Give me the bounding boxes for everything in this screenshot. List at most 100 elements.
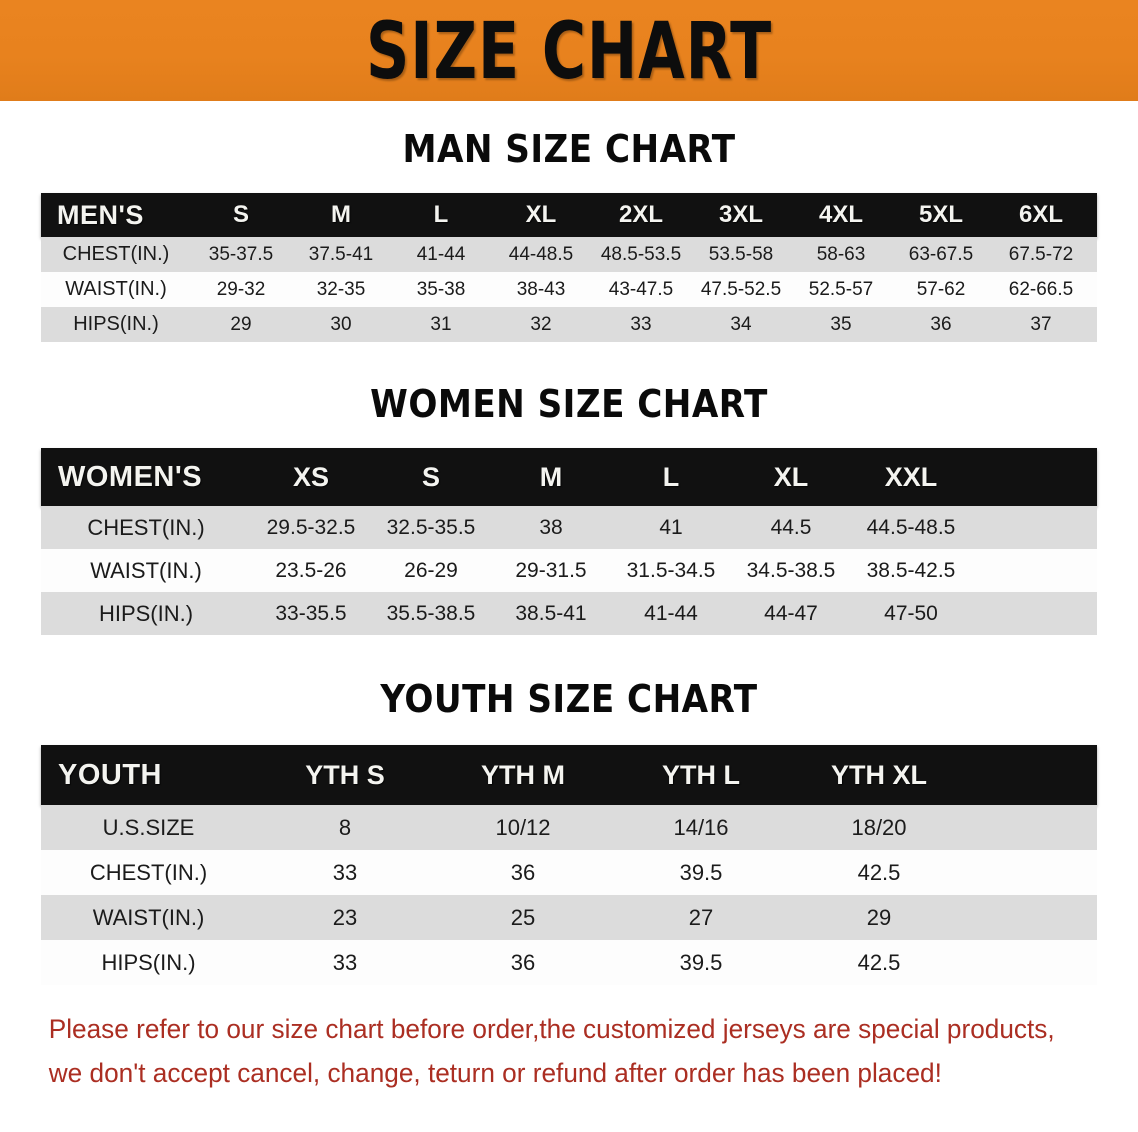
table-cell: 27 (612, 895, 790, 940)
table-cell: 44.5 (731, 506, 851, 549)
table-cell: 34.5-38.5 (731, 549, 851, 592)
man-header-row: MEN'S S M L XL 2XL 3XL 4XL 5XL 6XL (41, 193, 1097, 237)
man-size-header-3xl: 3XL (718, 201, 763, 228)
man-corner-label: MEN'S (57, 199, 144, 230)
table-row: CHEST(IN.) 35-37.5 37.5-41 41-44 44-48.5 48.5… (41, 237, 1097, 272)
table-row: CHEST(IN.) 33 36 39.5 42.5 (41, 850, 1097, 895)
table-cell: 29.5-32.5 (251, 506, 371, 549)
table-cell: 26-29 (371, 549, 491, 592)
youth-size-header-yth-l: YTH L (662, 759, 740, 790)
table-cell-spacer (1091, 307, 1097, 342)
table-cell: 37 (991, 307, 1091, 342)
table-cell: 29-31.5 (491, 549, 611, 592)
table-cell: 10/12 (434, 805, 612, 850)
table-cell: 67.5-72 (991, 237, 1091, 272)
women-header-row: WOMEN'S XS S M L XL XXL (41, 448, 1097, 506)
table-cell: 30 (291, 307, 391, 342)
youth-row-label: U.S.SIZE (41, 805, 256, 850)
women-section-title: WOMEN SIZE CHART (370, 382, 768, 426)
table-cell: 38.5-41 (491, 592, 611, 635)
table-cell-spacer (971, 506, 1097, 549)
table-cell: 62-66.5 (991, 272, 1091, 307)
women-size-header-xs: XS (292, 461, 330, 492)
table-cell: 53.5-58 (691, 237, 791, 272)
table-cell: 41 (611, 506, 731, 549)
man-table-head: MEN'S S M L XL 2XL 3XL 4XL 5XL 6XL (41, 193, 1097, 237)
youth-table-body: U.S.SIZE 8 10/12 14/16 18/20 CHEST(IN.) 33 36 39… (41, 805, 1097, 985)
table-cell: 58-63 (791, 237, 891, 272)
table-cell: 33 (256, 850, 434, 895)
man-size-header-l: L (433, 201, 449, 228)
table-cell: 35-37.5 (191, 237, 291, 272)
women-row-label: WAIST(IN.) (41, 549, 251, 592)
table-cell: 38-43 (491, 272, 591, 307)
table-cell: 23 (256, 895, 434, 940)
youth-row-label: CHEST(IN.) (41, 850, 256, 895)
youth-corner-label: YOUTH (58, 758, 162, 791)
table-cell: 25 (434, 895, 612, 940)
order-policy-disclaimer: Please refer to our size chart before or… (41, 1007, 1065, 1095)
table-cell: 32.5-35.5 (371, 506, 491, 549)
table-cell: 52.5-57 (791, 272, 891, 307)
table-cell: 33 (591, 307, 691, 342)
table-cell: 38 (491, 506, 611, 549)
table-cell: 34 (691, 307, 791, 342)
table-cell: 14/16 (612, 805, 790, 850)
table-cell: 43-47.5 (591, 272, 691, 307)
women-size-header-xxl: XXL (884, 461, 938, 492)
man-row-label: HIPS(IN.) (41, 307, 191, 342)
women-row-label: CHEST(IN.) (41, 506, 251, 549)
table-row: HIPS(IN.) 33 36 39.5 42.5 (41, 940, 1097, 985)
table-cell: 33-35.5 (251, 592, 371, 635)
size-chart-banner: SIZE CHART (0, 0, 1138, 101)
table-cell: 35-38 (391, 272, 491, 307)
table-cell: 23.5-26 (251, 549, 371, 592)
table-cell: 44-47 (731, 592, 851, 635)
table-cell: 57-62 (891, 272, 991, 307)
women-table-head: WOMEN'S XS S M L XL XXL (41, 448, 1097, 506)
table-cell: 18/20 (790, 805, 968, 850)
disclaimer-line-1: Please refer to our size chart before or… (48, 1014, 1055, 1044)
table-row: WAIST(IN.) 29-32 32-35 35-38 38-43 43-47.5 47.… (41, 272, 1097, 307)
man-table-body: CHEST(IN.) 35-37.5 37.5-41 41-44 44-48.5 48.5… (41, 237, 1097, 342)
women-size-header-xl: XL (773, 461, 809, 492)
table-cell: 41-44 (611, 592, 731, 635)
women-size-header-l: L (662, 461, 680, 492)
table-cell: 47-50 (851, 592, 971, 635)
table-cell-spacer (968, 895, 1097, 940)
table-cell: 29 (191, 307, 291, 342)
table-cell: 32 (491, 307, 591, 342)
women-row-label: HIPS(IN.) (41, 592, 251, 635)
table-cell: 44-48.5 (491, 237, 591, 272)
table-cell: 39.5 (612, 940, 790, 985)
table-cell-spacer (968, 940, 1097, 985)
table-cell: 48.5-53.5 (591, 237, 691, 272)
youth-section-title: YOUTH SIZE CHART (380, 677, 758, 721)
man-size-header-m: M (331, 201, 351, 228)
disclaimer-line-2: we don't accept cancel, change, teturn o… (48, 1058, 942, 1088)
table-cell: 38.5-42.5 (851, 549, 971, 592)
table-cell: 39.5 (612, 850, 790, 895)
man-size-table: MEN'S S M L XL 2XL 3XL 4XL 5XL 6XL CHEST(IN.) 35-… (41, 193, 1097, 342)
women-header-spacer (971, 448, 1097, 506)
table-cell: 37.5-41 (291, 237, 391, 272)
youth-header-row: YOUTH YTH S YTH M YTH L YTH XL (41, 745, 1097, 805)
table-cell-spacer (1091, 237, 1097, 272)
women-size-header-s: S (421, 461, 440, 492)
youth-header-spacer (968, 745, 1097, 805)
youth-table-head: YOUTH YTH S YTH M YTH L YTH XL (41, 745, 1097, 805)
table-cell: 33 (256, 940, 434, 985)
youth-row-label: WAIST(IN.) (41, 895, 256, 940)
table-cell: 36 (434, 850, 612, 895)
table-cell: 41-44 (391, 237, 491, 272)
women-size-header-m: M (539, 461, 563, 492)
table-cell-spacer (971, 592, 1097, 635)
man-size-header-2xl: 2XL (618, 201, 663, 228)
page-title: SIZE CHART (366, 4, 772, 97)
table-cell: 42.5 (790, 940, 968, 985)
table-row: U.S.SIZE 8 10/12 14/16 18/20 (41, 805, 1097, 850)
youth-size-header-yth-s: YTH S (305, 759, 385, 790)
man-header-spacer (1091, 193, 1097, 237)
table-cell: 63-67.5 (891, 237, 991, 272)
youth-size-header-yth-xl: YTH XL (830, 759, 927, 790)
